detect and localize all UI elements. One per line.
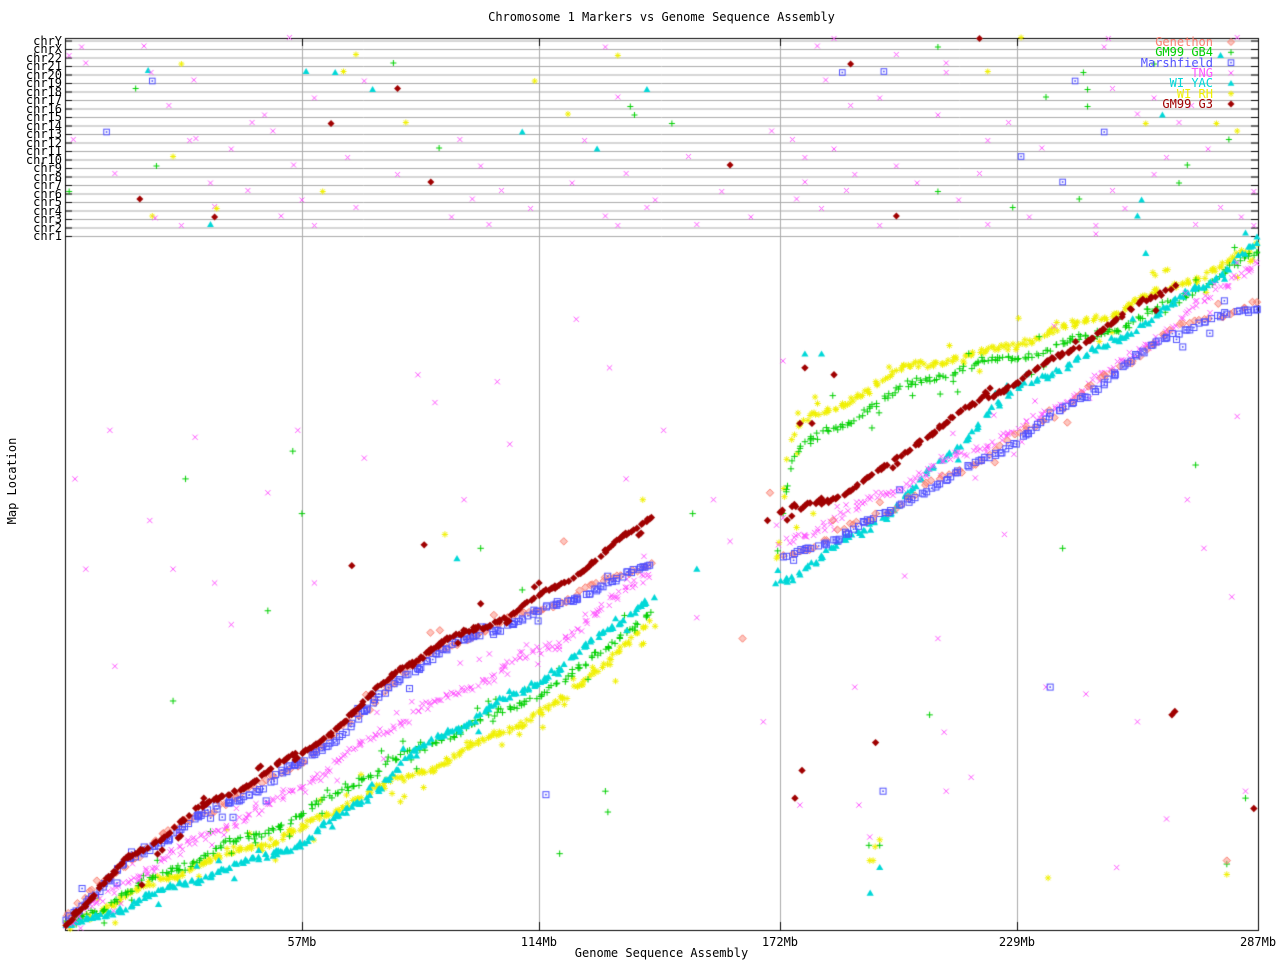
y-axis-label-chr22: chr22: [25, 50, 62, 65]
y-axis-label-chr21: chr21: [25, 59, 62, 73]
legend-item-gm99-g3: GM99 G3: [1162, 96, 1213, 111]
y-axis-label-chrY: chrY: [33, 33, 62, 48]
y-axis-label-chr11: chr11: [25, 144, 62, 158]
y-axis-label-chr17: chr17: [25, 93, 62, 107]
y-axis-label-chr4: chr4: [33, 203, 62, 218]
y-axis-label-chr20: chr20: [25, 67, 62, 82]
y-axis-label-chr6: chr6: [33, 186, 62, 201]
legend-item-genethon: Genethon: [1155, 35, 1213, 49]
y-axis-title: Map Location: [5, 437, 19, 525]
legend-item-wi-yac: WI YAC: [1169, 76, 1213, 91]
y-axis-label-chr5: chr5: [33, 195, 62, 209]
x-tick-label-57Mb: 57Mb: [287, 935, 317, 949]
y-axis-label-chr19: chr19: [25, 76, 62, 90]
y-axis-label-chr13: chr13: [25, 127, 62, 141]
x-axis-title: Genome Sequence Assembly: [574, 946, 749, 960]
legend-item-marshfield: Marshfield: [1140, 55, 1213, 70]
y-axis-label-chr8: chr8: [33, 169, 62, 184]
y-axis-label-chr15: chr15: [25, 110, 62, 124]
legend-item-wi-rh: WI RH: [1176, 86, 1213, 101]
x-tick-label-114Mb: 114Mb: [520, 935, 557, 949]
legend-item-tng: TNG: [1191, 65, 1213, 80]
y-axis-label-chr7: chr7: [33, 178, 62, 192]
y-axis-label-chr16: chr16: [25, 101, 62, 116]
y-axis-label-chr3: chr3: [33, 212, 62, 226]
chart-title: Chromosome 1 Markers vs Genome Sequence …: [488, 10, 835, 24]
y-axis-label-chr9: chr9: [33, 161, 62, 175]
y-axis-label-chr1: chr1: [33, 229, 62, 243]
y-axis-label-chrX: chrX: [33, 42, 62, 56]
x-tick-label-287Mb: 287Mb: [1239, 935, 1277, 949]
y-axis-label-chr18: chr18: [25, 84, 62, 99]
y-axis-label-chr10: chr10: [25, 152, 62, 167]
y-axis-label-chr2: chr2: [33, 220, 62, 235]
x-tick-label-172Mb: 172Mb: [761, 935, 799, 949]
y-axis-label-chr14: chr14: [25, 118, 62, 133]
legend-item-gm99-gb4: GM99 GB4: [1155, 45, 1213, 60]
x-tick-label-229Mb: 229Mb: [998, 935, 1035, 949]
y-axis-label-chr12: chr12: [25, 135, 62, 150]
